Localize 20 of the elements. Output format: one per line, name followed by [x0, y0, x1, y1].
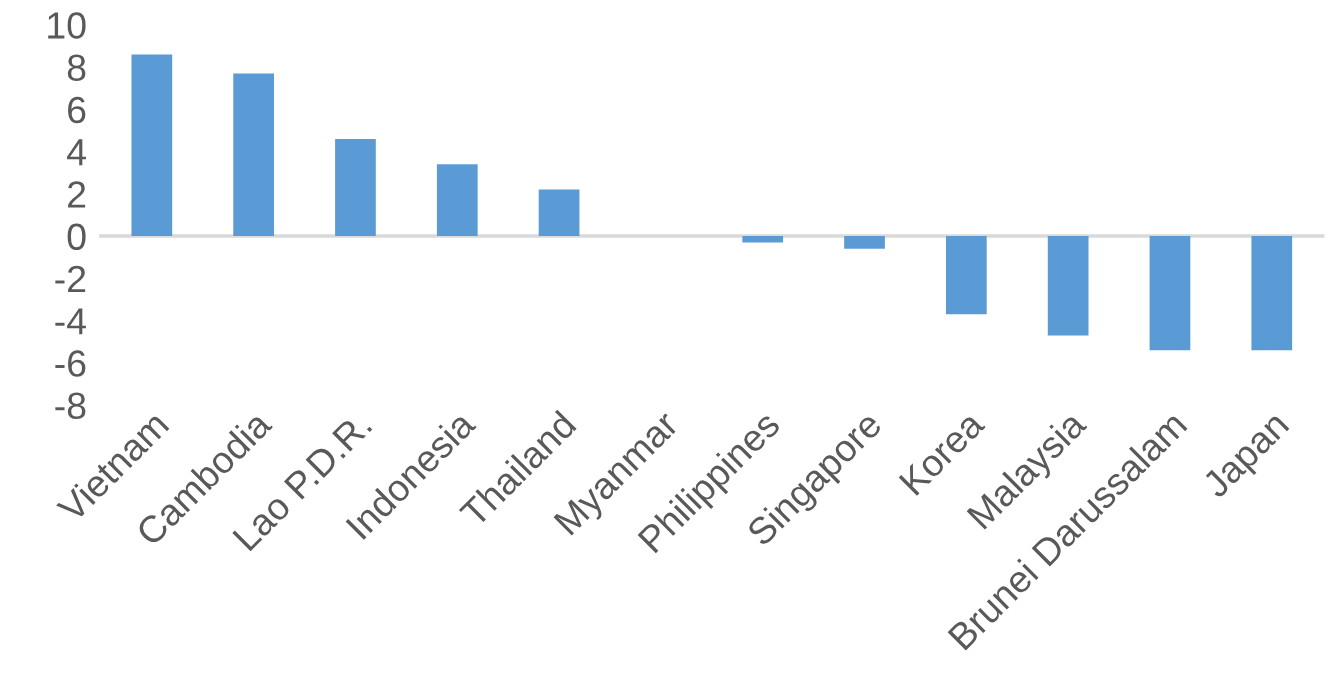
bar — [945, 236, 987, 315]
y-tick-label: 2 — [68, 181, 86, 208]
bar — [233, 73, 275, 237]
y-tick-label: 10 — [48, 12, 86, 39]
y-tick-label: 8 — [67, 54, 86, 82]
y-tick-label: 6 — [68, 96, 86, 124]
bar — [742, 236, 784, 243]
y-tick-label: 4 — [67, 139, 86, 166]
bar — [131, 54, 173, 237]
y-tick-label: -2 — [55, 265, 86, 292]
bar — [335, 138, 376, 237]
bar — [1149, 236, 1191, 351]
bar — [436, 164, 478, 237]
y-tick-label: 0 — [67, 223, 86, 251]
bar — [1047, 236, 1089, 336]
bar — [538, 189, 580, 237]
y-tick-label: -6 — [55, 350, 86, 377]
y-tick-label: -4 — [55, 308, 86, 335]
bar — [1251, 236, 1293, 351]
bar — [844, 236, 885, 249]
